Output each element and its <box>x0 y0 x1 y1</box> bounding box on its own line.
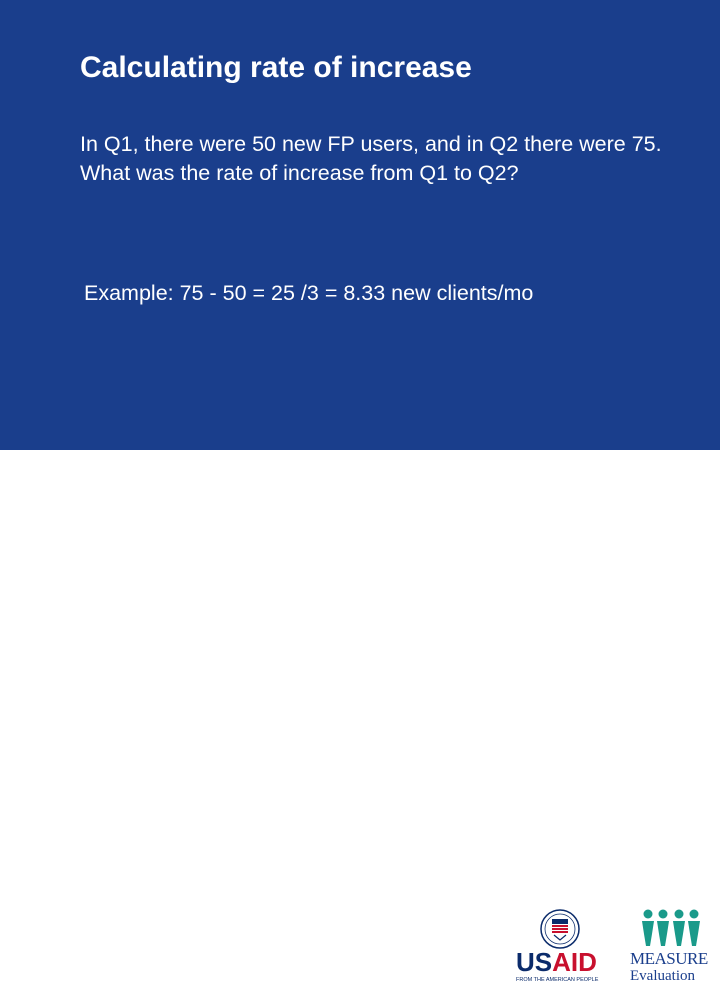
usaid-seal-icon <box>540 909 580 949</box>
people-figures-icon <box>642 909 700 946</box>
measure-subtitle: Evaluation <box>630 968 695 984</box>
measure-wordmark: MEASURE <box>630 949 708 968</box>
usaid-wordmark: USAID <box>516 947 597 977</box>
logo-footer: USAID FROM THE AMERICAN PEOPLE MEASURE E… <box>0 450 720 984</box>
usaid-tagline: FROM THE AMERICAN PEOPLE <box>516 977 599 983</box>
question-text: In Q1, there were 50 new FP users, and i… <box>80 132 662 185</box>
example-text: Example: 75 - 50 = 25 /3 = 8.33 new clie… <box>84 281 534 305</box>
slide-title: Calculating rate of increase <box>80 51 472 84</box>
content-panel: Calculating rate of increase In Q1, ther… <box>0 0 720 450</box>
